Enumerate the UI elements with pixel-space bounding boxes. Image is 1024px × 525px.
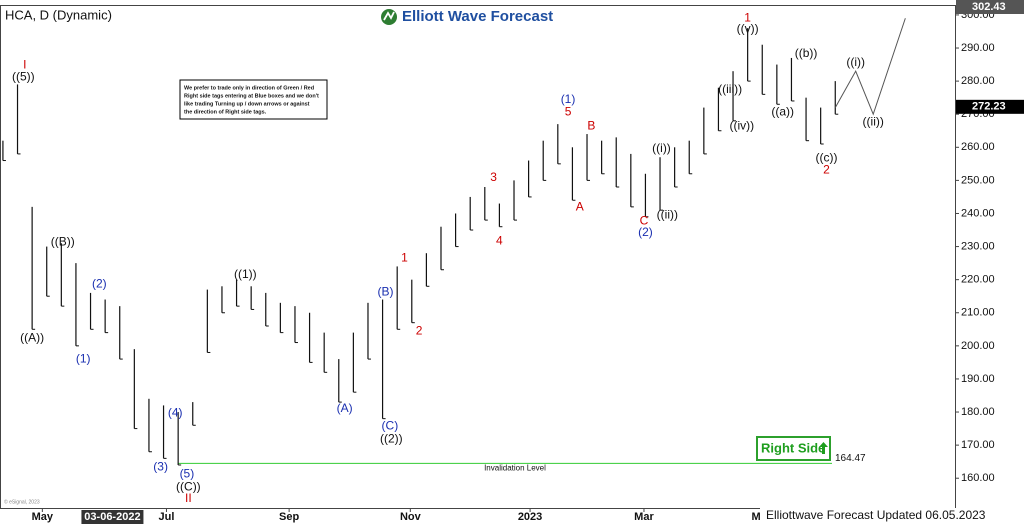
x-tick-label: Mar xyxy=(634,511,654,523)
note-line: We prefer to trade only in direction of … xyxy=(184,85,314,91)
wave-label: ((ii)) xyxy=(863,114,884,128)
y-tick-label: 190.00 xyxy=(961,373,995,385)
y-tick-label: 180.00 xyxy=(961,406,995,418)
price-label: 272.23 xyxy=(972,101,1006,113)
wave-label: (B) xyxy=(378,284,394,298)
x-tick-label: Sep xyxy=(279,511,299,523)
wave-label: 3 xyxy=(490,170,497,184)
y-tick-label: 250.00 xyxy=(961,174,995,186)
wave-label: B xyxy=(587,118,595,132)
wave-label: ((A)) xyxy=(20,330,44,344)
logo-wave xyxy=(383,11,395,21)
logo-icon xyxy=(381,9,397,25)
wave-label: A xyxy=(576,199,584,213)
wave-label: II xyxy=(185,491,192,505)
footer-bg xyxy=(760,508,1024,525)
note-line: like trading Turning up / down arrows or… xyxy=(184,101,310,107)
wave-label: ((iv)) xyxy=(729,118,754,132)
right-side-frame xyxy=(756,436,831,461)
wave-label: (3) xyxy=(153,459,168,473)
y-tick-label: 260.00 xyxy=(961,141,995,153)
x-tick-label: Nov xyxy=(400,511,422,523)
wave-label: ((a)) xyxy=(771,104,794,118)
price-label: 302.43 xyxy=(972,1,1006,13)
y-tick-label: 240.00 xyxy=(961,207,995,219)
invalidation-value: 164.47 xyxy=(835,453,866,464)
y-tick-label: 170.00 xyxy=(961,439,995,451)
wave-label: (5) xyxy=(180,466,195,480)
wave-label: (1) xyxy=(561,92,576,106)
right-side-arrow xyxy=(819,442,828,454)
wave-label: ((ii)) xyxy=(657,207,678,221)
wave-label: 4 xyxy=(496,233,503,247)
wave-label: (2) xyxy=(638,225,653,239)
invalidation-label: Invalidation Level xyxy=(484,464,546,473)
wave-label: 1 xyxy=(401,250,408,264)
note-line: the direction of Right side tags. xyxy=(184,109,267,115)
price-label-box xyxy=(956,0,1024,14)
note-frame xyxy=(179,79,328,120)
cursor-date-label: 03-06-2022 xyxy=(84,511,140,523)
x-tick-label: May xyxy=(32,511,54,523)
wave-label: ((c)) xyxy=(816,150,838,164)
wave-label: ((v)) xyxy=(737,21,759,35)
x-tick-label: Jul xyxy=(159,511,175,523)
wave-label: (1) xyxy=(76,351,91,365)
wave-label: ((2)) xyxy=(380,431,403,445)
right-side-tag: Right Side xyxy=(756,436,831,461)
note-box: We prefer to trade only in direction of … xyxy=(179,79,328,120)
wave-label: ((i)) xyxy=(652,141,671,155)
y-tick-label: 280.00 xyxy=(961,75,995,87)
wave-label: I xyxy=(23,57,26,71)
wave-label: 1 xyxy=(744,10,751,24)
wave-label: (A) xyxy=(337,401,353,415)
logo: Elliott Wave Forecast xyxy=(381,8,553,25)
wave-label: ((C)) xyxy=(176,479,201,493)
y-tick-label: 200.00 xyxy=(961,340,995,352)
projection-path xyxy=(834,18,906,116)
wave-label: ((5)) xyxy=(12,69,35,83)
symbol-title: HCA, D (Dynamic) xyxy=(5,7,112,22)
wave-label: ((B)) xyxy=(51,234,75,248)
wave-label: ((iii)) xyxy=(718,82,742,96)
wave-label: ((b)) xyxy=(795,46,818,60)
cursor-date-box xyxy=(81,510,144,524)
copyright: © eSignal, 2023 xyxy=(4,498,40,505)
x-tick-label: 2023 xyxy=(518,511,542,523)
y-tick-label: 160.00 xyxy=(961,472,995,484)
wave-label: ((1)) xyxy=(234,267,257,281)
y-tick-label: 230.00 xyxy=(961,240,995,252)
y-tick-label: 290.00 xyxy=(961,42,995,54)
y-tick-label: 220.00 xyxy=(961,274,995,286)
price-label-box xyxy=(956,99,1024,114)
wave-label: 5 xyxy=(565,104,572,118)
y-tick-label: 210.00 xyxy=(961,307,995,319)
wave-label: 2 xyxy=(823,162,830,176)
footer: Elliottwave Forecast Updated 06.05.2023 xyxy=(766,508,986,522)
wave-label: 2 xyxy=(416,323,423,337)
note-line: Right side tags entering at Blue boxes a… xyxy=(184,93,319,99)
wave-label: C xyxy=(640,213,649,227)
right-side-text: Right Side xyxy=(761,440,825,455)
wave-label: (4) xyxy=(168,406,183,420)
wave-label: (2) xyxy=(92,276,107,290)
wave-label: ((i)) xyxy=(846,55,865,69)
logo-text: Elliott Wave Forecast xyxy=(402,8,553,25)
wave-label: (C) xyxy=(382,418,399,432)
